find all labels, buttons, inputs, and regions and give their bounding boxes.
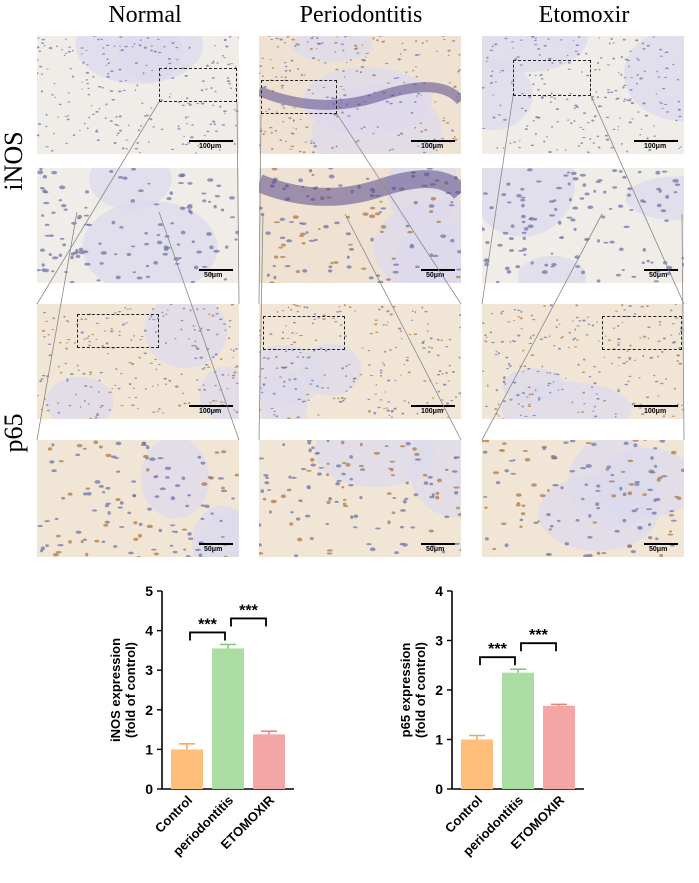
scale-bar	[644, 543, 678, 545]
p65-normal-zoom-micrograph: 50μm	[37, 440, 239, 557]
y-tick-label: 0	[145, 781, 153, 797]
scale-bar-label: 100μm	[421, 408, 444, 415]
bar-control	[171, 749, 203, 789]
zoom-region-box	[77, 314, 159, 348]
row-title-inos: iNOS	[0, 131, 28, 191]
scale-bar	[634, 405, 678, 407]
significance-label: ***	[488, 641, 507, 658]
scale-bar-label: 100μm	[199, 408, 222, 415]
p65-normal-overview-micrograph: 100μm	[37, 304, 239, 419]
significance-bracket	[230, 617, 267, 627]
inos-normal-overview-micrograph: 100μm	[37, 36, 239, 154]
significance-bracket	[189, 631, 226, 641]
column-title-etomoxir: Etomoxir	[538, 2, 630, 28]
p65-etomoxir-overview-micrograph: 100μm	[482, 304, 684, 419]
scale-bar-label: 100μm	[199, 143, 222, 150]
p65-etomoxir-zoom-micrograph: 50μm	[482, 440, 684, 557]
scale-bar	[199, 269, 233, 271]
p65-periodontitis-zoom-micrograph: 50μm	[259, 440, 461, 557]
scale-bar-label: 50μm	[204, 272, 223, 279]
zoom-region-box	[159, 68, 237, 102]
scale-bar	[421, 543, 455, 545]
bar-periodontitis	[212, 648, 244, 789]
y-axis-label-unit: (fold of control)	[413, 642, 428, 738]
scale-bar-label: 50μm	[649, 546, 668, 553]
bar-etomoxir	[543, 705, 575, 789]
zoom-region-box	[602, 316, 682, 350]
column-title-periodontitis: Periodontitis	[299, 2, 423, 28]
inos-etomoxir-zoom-micrograph: 50μm	[482, 168, 684, 283]
y-tick-label: 0	[435, 781, 443, 797]
scale-bar-label: 50μm	[426, 272, 445, 279]
scale-bar-label: 50μm	[204, 546, 223, 553]
scale-bar	[189, 140, 233, 142]
inos-periodontitis-overview-micrograph: 100μm	[259, 36, 461, 154]
y-tick-label: 1	[145, 741, 153, 757]
y-tick-label: 1	[435, 732, 443, 748]
significance-label: ***	[198, 616, 217, 633]
inos-etomoxir-overview-micrograph: 100μm	[482, 36, 684, 154]
scale-bar	[189, 405, 233, 407]
y-tick-label: 2	[435, 682, 443, 698]
scale-bar-label: 100μm	[644, 408, 667, 415]
y-tick-label: 4	[145, 623, 153, 639]
y-axis-label: iNOS expression	[108, 638, 123, 742]
significance-bracket	[479, 656, 516, 666]
scale-bar	[199, 543, 233, 545]
y-tick-label: 5	[145, 583, 153, 599]
bar-periodontitis	[502, 672, 534, 789]
significance-bracket	[520, 642, 557, 652]
y-tick-label: 2	[145, 702, 153, 718]
significance-label: ***	[239, 602, 258, 619]
scale-bar-label: 50μm	[649, 272, 668, 279]
scale-bar	[411, 140, 455, 142]
zoom-region-box	[263, 316, 345, 350]
column-title-normal: Normal	[108, 2, 182, 28]
scale-bar-label: 50μm	[426, 546, 445, 553]
zoom-region-box	[261, 80, 337, 114]
scale-bar	[644, 269, 678, 271]
y-axis-label: p65 expression	[398, 643, 413, 738]
zoom-region-box	[513, 60, 591, 96]
bar-control	[461, 739, 493, 789]
inos-periodontitis-zoom-micrograph: 50μm	[259, 168, 461, 283]
scale-bar	[634, 140, 678, 142]
bar-etomoxir	[253, 734, 285, 789]
y-tick-label: 3	[145, 662, 153, 678]
scale-bar-label: 100μm	[644, 143, 667, 150]
row-title-p65: p65	[0, 413, 28, 453]
p65-periodontitis-overview-micrograph: 100μm	[259, 304, 461, 419]
inos-normal-zoom-micrograph: 50μm	[37, 168, 239, 283]
y-axis-label-unit: (fold of control)	[123, 642, 138, 738]
scale-bar	[421, 269, 455, 271]
y-tick-label: 3	[435, 633, 443, 649]
scale-bar-label: 100μm	[421, 143, 444, 150]
y-tick-label: 4	[435, 583, 443, 599]
significance-label: ***	[529, 627, 548, 644]
scale-bar	[411, 405, 455, 407]
